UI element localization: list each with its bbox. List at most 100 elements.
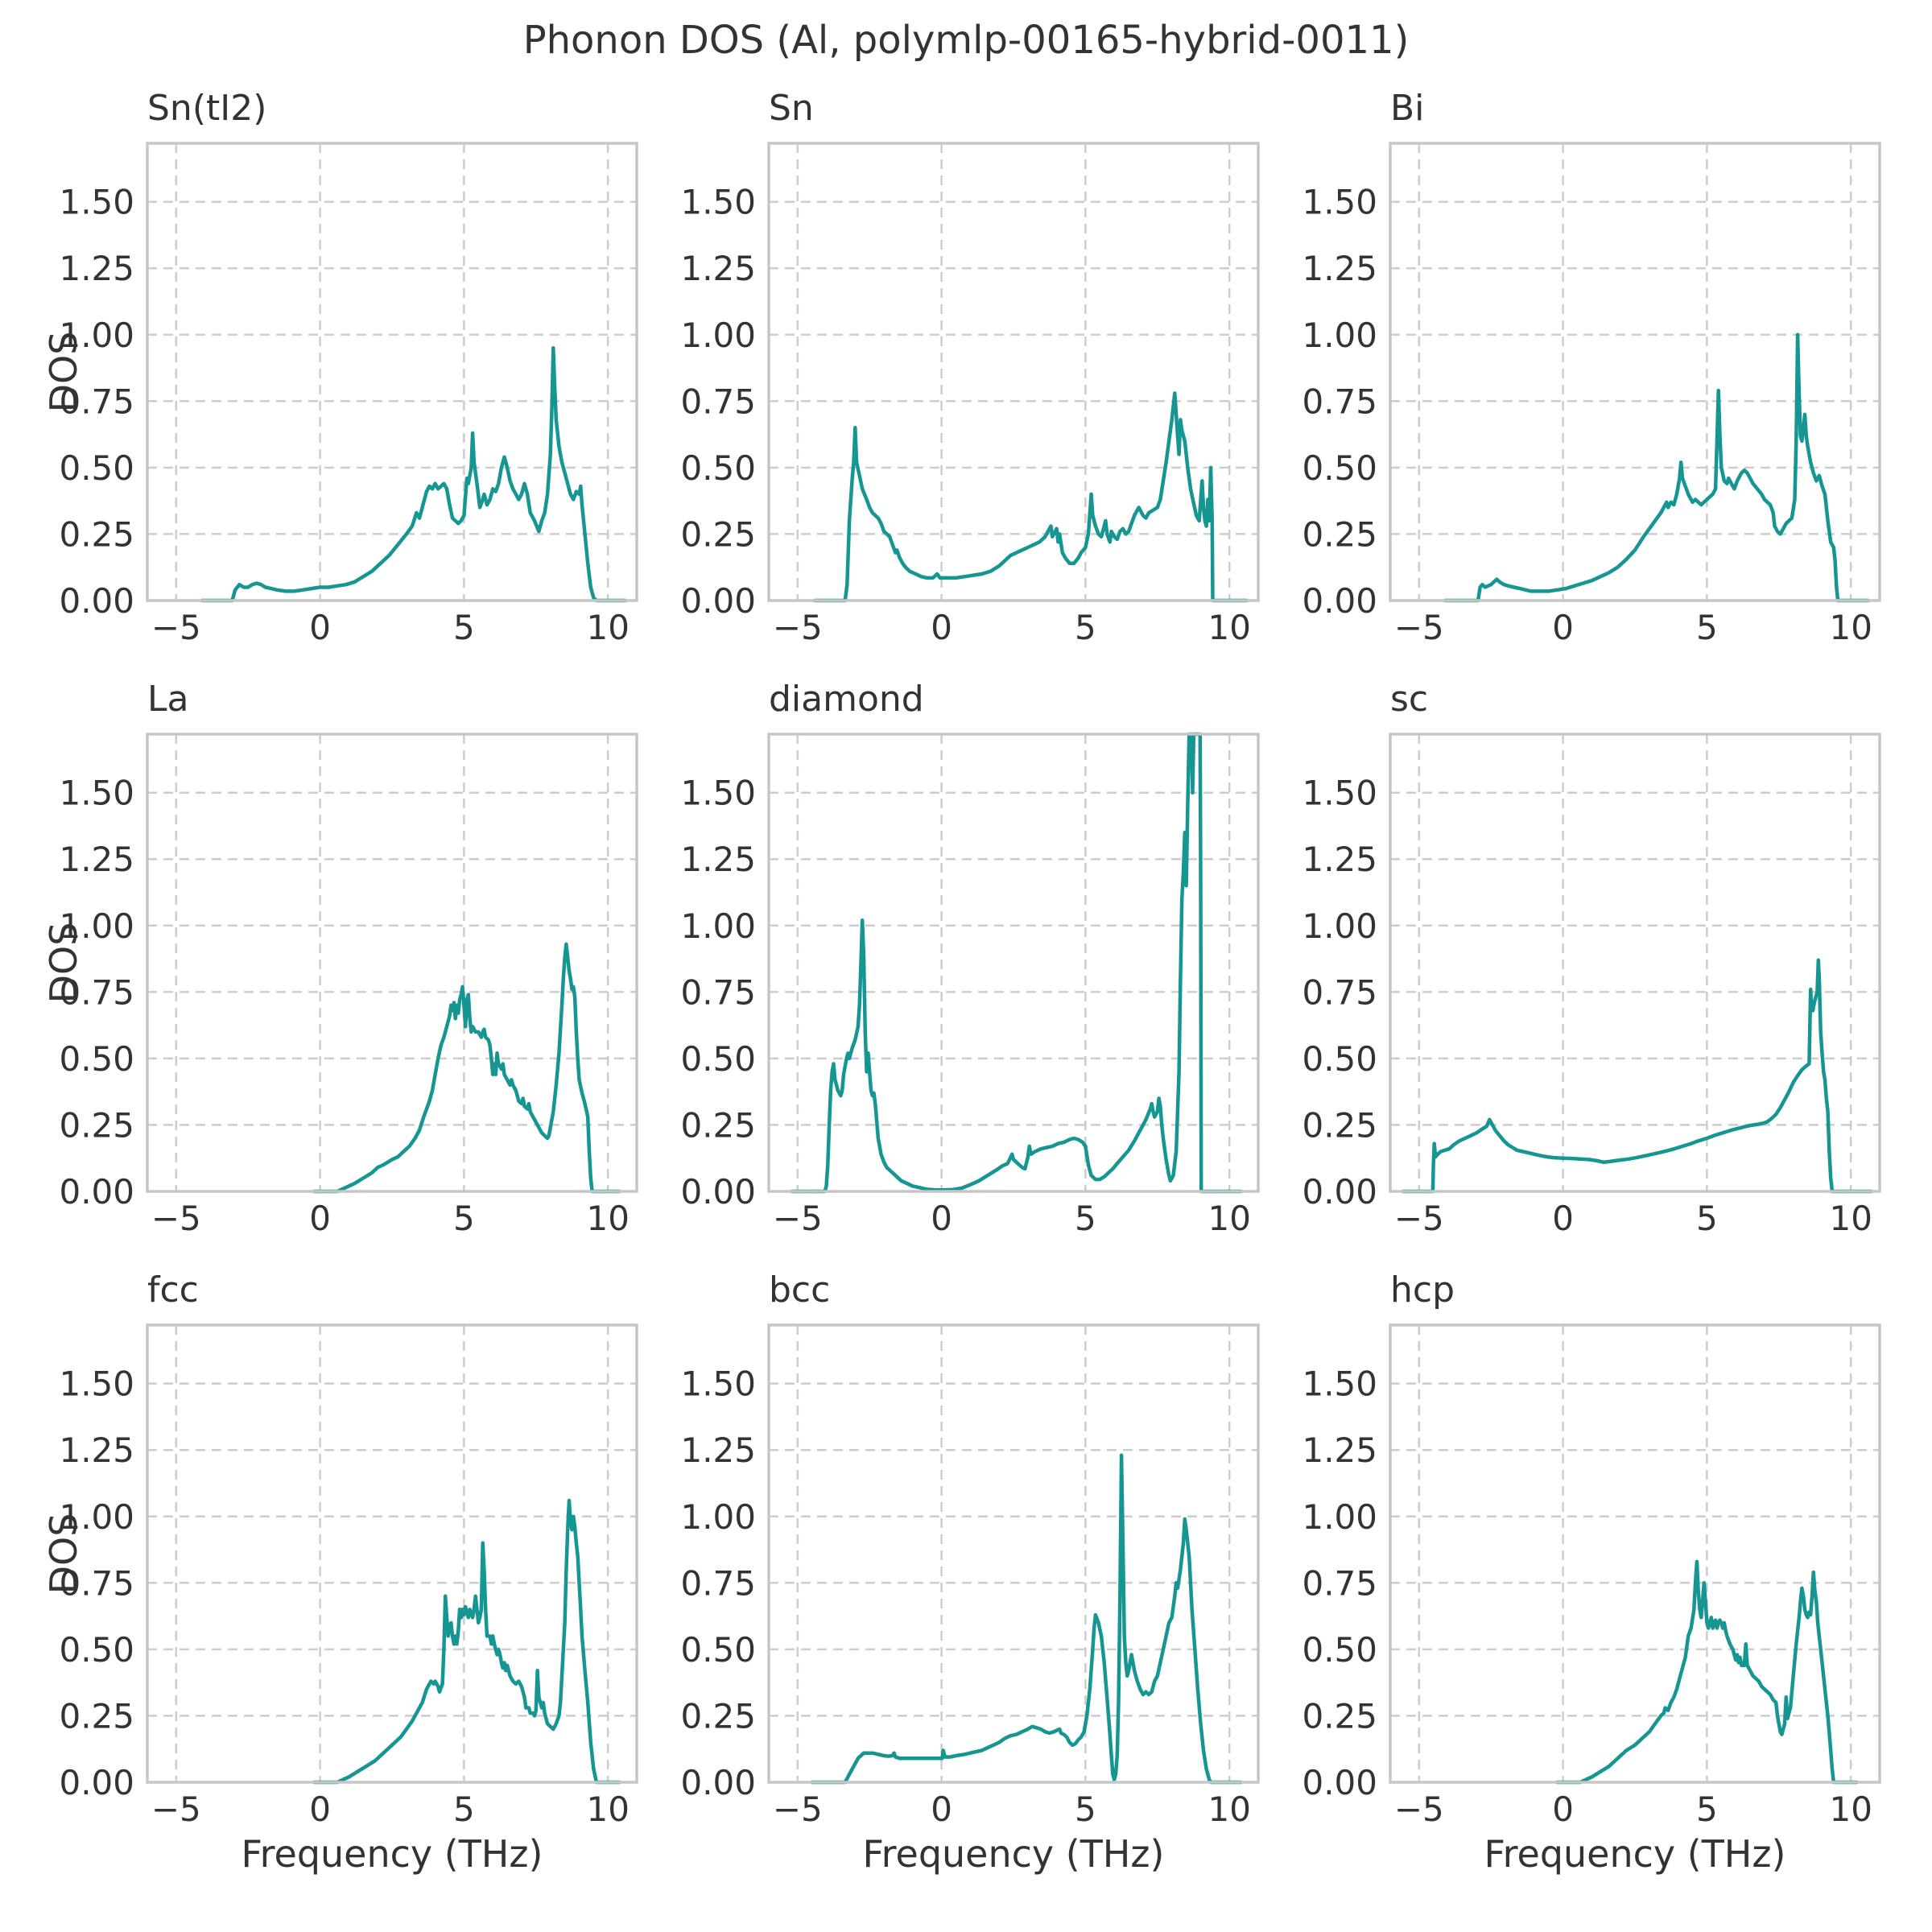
subplot-title: bcc — [769, 1269, 831, 1311]
y-tick-label: 0.25 — [59, 1696, 134, 1736]
figure: Phonon DOS (Al, polymlp-00165-hybrid-001… — [0, 18, 1932, 1876]
plot-frame — [767, 142, 1260, 602]
y-tick-label: 0.00 — [59, 1172, 134, 1212]
x-tick-label: −5 — [151, 1199, 201, 1238]
y-tick-label: 0.25 — [1302, 1105, 1377, 1145]
y-tick-label: 0.75 — [59, 972, 134, 1012]
y-tick-label: 1.50 — [1302, 774, 1377, 813]
y-tick-label: 0.75 — [1302, 1563, 1377, 1603]
y-tick-label: 1.25 — [1302, 1430, 1377, 1470]
y-tick-label: 0.25 — [1302, 1696, 1377, 1736]
x-tick-label: 5 — [1696, 1790, 1718, 1829]
y-tick-label: 0.25 — [59, 1105, 134, 1145]
y-tick-label: 1.50 — [1302, 183, 1377, 222]
y-tick-label: 1.00 — [1302, 316, 1377, 355]
y-tick-label: 1.50 — [59, 183, 134, 222]
plot-canvas-hcp: −5 0 5 10 0.00 0.25 0.50 0.75 1.00 1.25 1.50 — [1302, 1323, 1881, 1829]
x-tick-label: 0 — [931, 608, 952, 647]
y-tick-label: 1.00 — [1302, 906, 1377, 946]
dos-curve — [1555, 1559, 1859, 1785]
y-tick-label: 0.50 — [59, 448, 134, 488]
y-tick-label: 1.25 — [680, 840, 756, 879]
x-tick-label: 10 — [1208, 1790, 1250, 1829]
subplot-title: La — [147, 679, 189, 720]
subplot-grid: Sn(tI2) −5 0 5 10 0.00 0.25 0.50 0.75 1.00 1.25 1.… — [0, 85, 1932, 1876]
x-tick-label: 0 — [931, 1199, 952, 1238]
dos-curve — [812, 391, 1249, 603]
plot-canvas-diamond: −5 0 5 10 0.00 0.25 0.50 0.75 1.00 1.25 1.50 — [680, 732, 1260, 1238]
y-tick-label: 1.00 — [59, 316, 134, 355]
plot-frame — [767, 733, 1260, 1193]
subplot-hcp: hcp −5 0 5 10 0.00 0.25 0.50 0.75 1.00 1.25 1.50 F… — [1287, 1267, 1888, 1876]
x-tick-label: 5 — [453, 1790, 475, 1829]
x-tick-label: 10 — [586, 1199, 629, 1238]
y-tick-label: 1.25 — [59, 1430, 134, 1470]
subplot-title: hcp — [1390, 1269, 1455, 1311]
y-tick-label: 0.50 — [680, 1630, 756, 1670]
plot-canvas-fcc: −5 0 5 10 0.00 0.25 0.50 0.75 1.00 1.25 1.50 DOS — [44, 1323, 638, 1829]
y-tick-label: 1.50 — [680, 183, 756, 222]
x-tick-label: 10 — [1829, 1790, 1872, 1829]
x-tick-label: 0 — [309, 1790, 331, 1829]
dos-curve — [200, 346, 627, 603]
y-tick-label: 0.25 — [59, 514, 134, 554]
x-axis-label: Frequency (THz) — [241, 1832, 543, 1876]
x-tick-label: −5 — [1394, 608, 1444, 647]
dos-curve — [312, 942, 621, 1194]
y-tick-label: 0.50 — [680, 1039, 756, 1079]
y-tick-label: 1.25 — [59, 840, 134, 879]
x-tick-label: 10 — [586, 608, 629, 647]
plot-frame — [1389, 1323, 1881, 1784]
plot-canvas-sn: −5 0 5 10 0.00 0.25 0.50 0.75 1.00 1.25 1.50 — [680, 142, 1260, 647]
dos-curve — [810, 1453, 1243, 1785]
y-tick-label: 0.00 — [59, 1763, 134, 1802]
plot-frame — [767, 1323, 1260, 1784]
plot-frame — [146, 733, 638, 1193]
dos-curve — [312, 1498, 621, 1785]
plot-canvas-sn-ti2: −5 0 5 10 0.00 0.25 0.50 0.75 1.00 1.25 1.50 DOS — [44, 142, 638, 647]
y-tick-label: 1.25 — [1302, 249, 1377, 288]
dos-curve — [1443, 332, 1870, 603]
y-tick-label: 1.50 — [59, 1364, 134, 1404]
y-tick-label: 0.75 — [59, 1563, 134, 1603]
x-tick-label: 5 — [453, 608, 475, 647]
figure-title: Phonon DOS (Al, polymlp-00165-hybrid-001… — [522, 18, 1410, 63]
plot-canvas-bcc: −5 0 5 10 0.00 0.25 0.50 0.75 1.00 1.25 1.50 — [680, 1323, 1260, 1829]
plot-frame — [1389, 733, 1881, 1193]
y-tick-label: 0.50 — [59, 1630, 134, 1670]
x-tick-label: 5 — [1075, 1790, 1096, 1829]
y-tick-label: 0.00 — [1302, 1763, 1377, 1802]
x-tick-label: 10 — [1208, 608, 1250, 647]
y-tick-label: 0.00 — [680, 1172, 756, 1212]
x-tick-label: 0 — [1552, 608, 1574, 647]
y-tick-label: 0.00 — [680, 581, 756, 621]
subplot-bi: Bi −5 0 5 10 0.00 0.25 0.50 0.75 1.00 1.25 1.50 — [1287, 85, 1888, 647]
subplot-sc: sc −5 0 5 10 0.00 0.25 0.50 0.75 1.00 1.25 1.50 — [1287, 676, 1888, 1238]
x-tick-label: −5 — [1394, 1199, 1444, 1238]
plot-canvas-bi: −5 0 5 10 0.00 0.25 0.50 0.75 1.00 1.25 1.50 — [1302, 142, 1881, 647]
y-tick-label: 0.25 — [1302, 514, 1377, 554]
y-tick-label: 1.00 — [1302, 1497, 1377, 1537]
subplot-title: sc — [1390, 679, 1429, 720]
x-tick-label: 0 — [309, 608, 331, 647]
y-tick-label: 1.50 — [680, 774, 756, 813]
y-tick-label: 0.75 — [59, 382, 134, 421]
subplot-sn: Sn −5 0 5 10 0.00 0.25 0.50 0.75 1.00 1.25 1.50 — [666, 85, 1266, 647]
y-tick-label: 1.00 — [59, 906, 134, 946]
x-tick-label: 0 — [931, 1790, 952, 1829]
y-tick-label: 0.00 — [59, 581, 134, 621]
x-tick-label: 5 — [453, 1199, 475, 1238]
x-tick-label: 10 — [1829, 1199, 1872, 1238]
x-tick-label: −5 — [773, 1790, 823, 1829]
x-tick-label: 0 — [1552, 1790, 1574, 1829]
x-tick-label: −5 — [1394, 1790, 1444, 1829]
subplot-fcc: fcc −5 0 5 10 0.00 0.25 0.50 0.75 1.00 1.25 1.50 DO… — [44, 1267, 645, 1876]
x-tick-label: 10 — [1829, 608, 1872, 647]
y-tick-label: 1.25 — [1302, 840, 1377, 879]
x-tick-label: 5 — [1075, 608, 1096, 647]
y-tick-label: 0.75 — [680, 1563, 756, 1603]
y-tick-label: 0.50 — [680, 448, 756, 488]
y-axis-label: DOS — [44, 332, 85, 413]
y-tick-label: 1.25 — [680, 1430, 756, 1470]
dos-curve — [790, 732, 1243, 1194]
